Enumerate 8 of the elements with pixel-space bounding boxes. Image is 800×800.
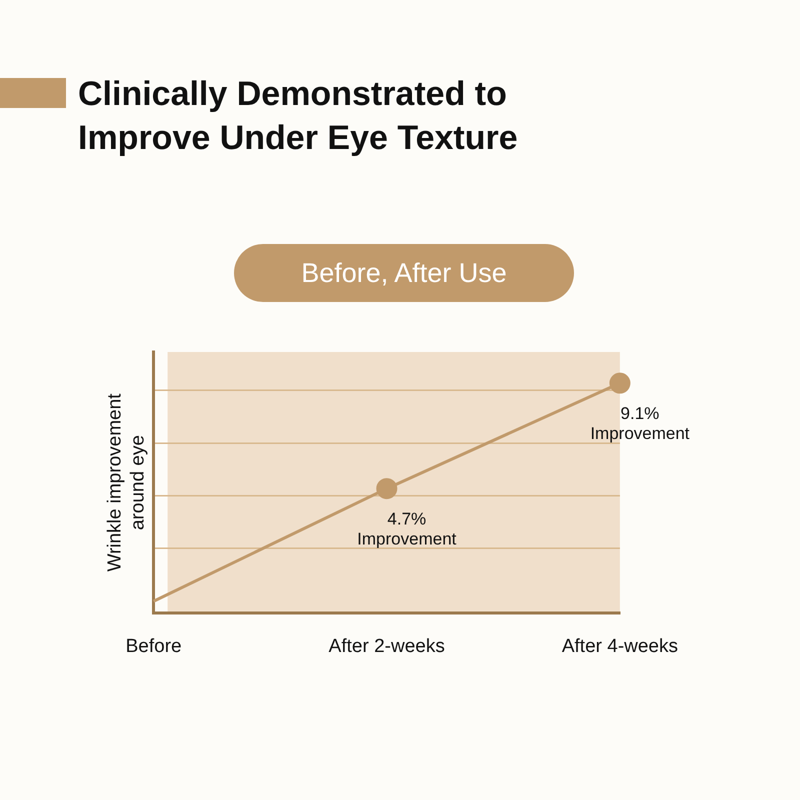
x-tick-label: Before (126, 636, 182, 657)
chart-subtitle: Before, After Use (234, 244, 574, 302)
x-tick-label: After 2-weeks (328, 636, 445, 657)
chart-title: Clinically Demonstrated to Improve Under Eye Texture (78, 74, 519, 159)
y-axis-title: Wrinkle improvement around eye (104, 392, 148, 572)
data-label: 9.1% Improvement (590, 404, 690, 444)
x-tick-label: After 4-weeks (562, 636, 678, 657)
data-label: 4.7% Improvement (357, 510, 457, 549)
